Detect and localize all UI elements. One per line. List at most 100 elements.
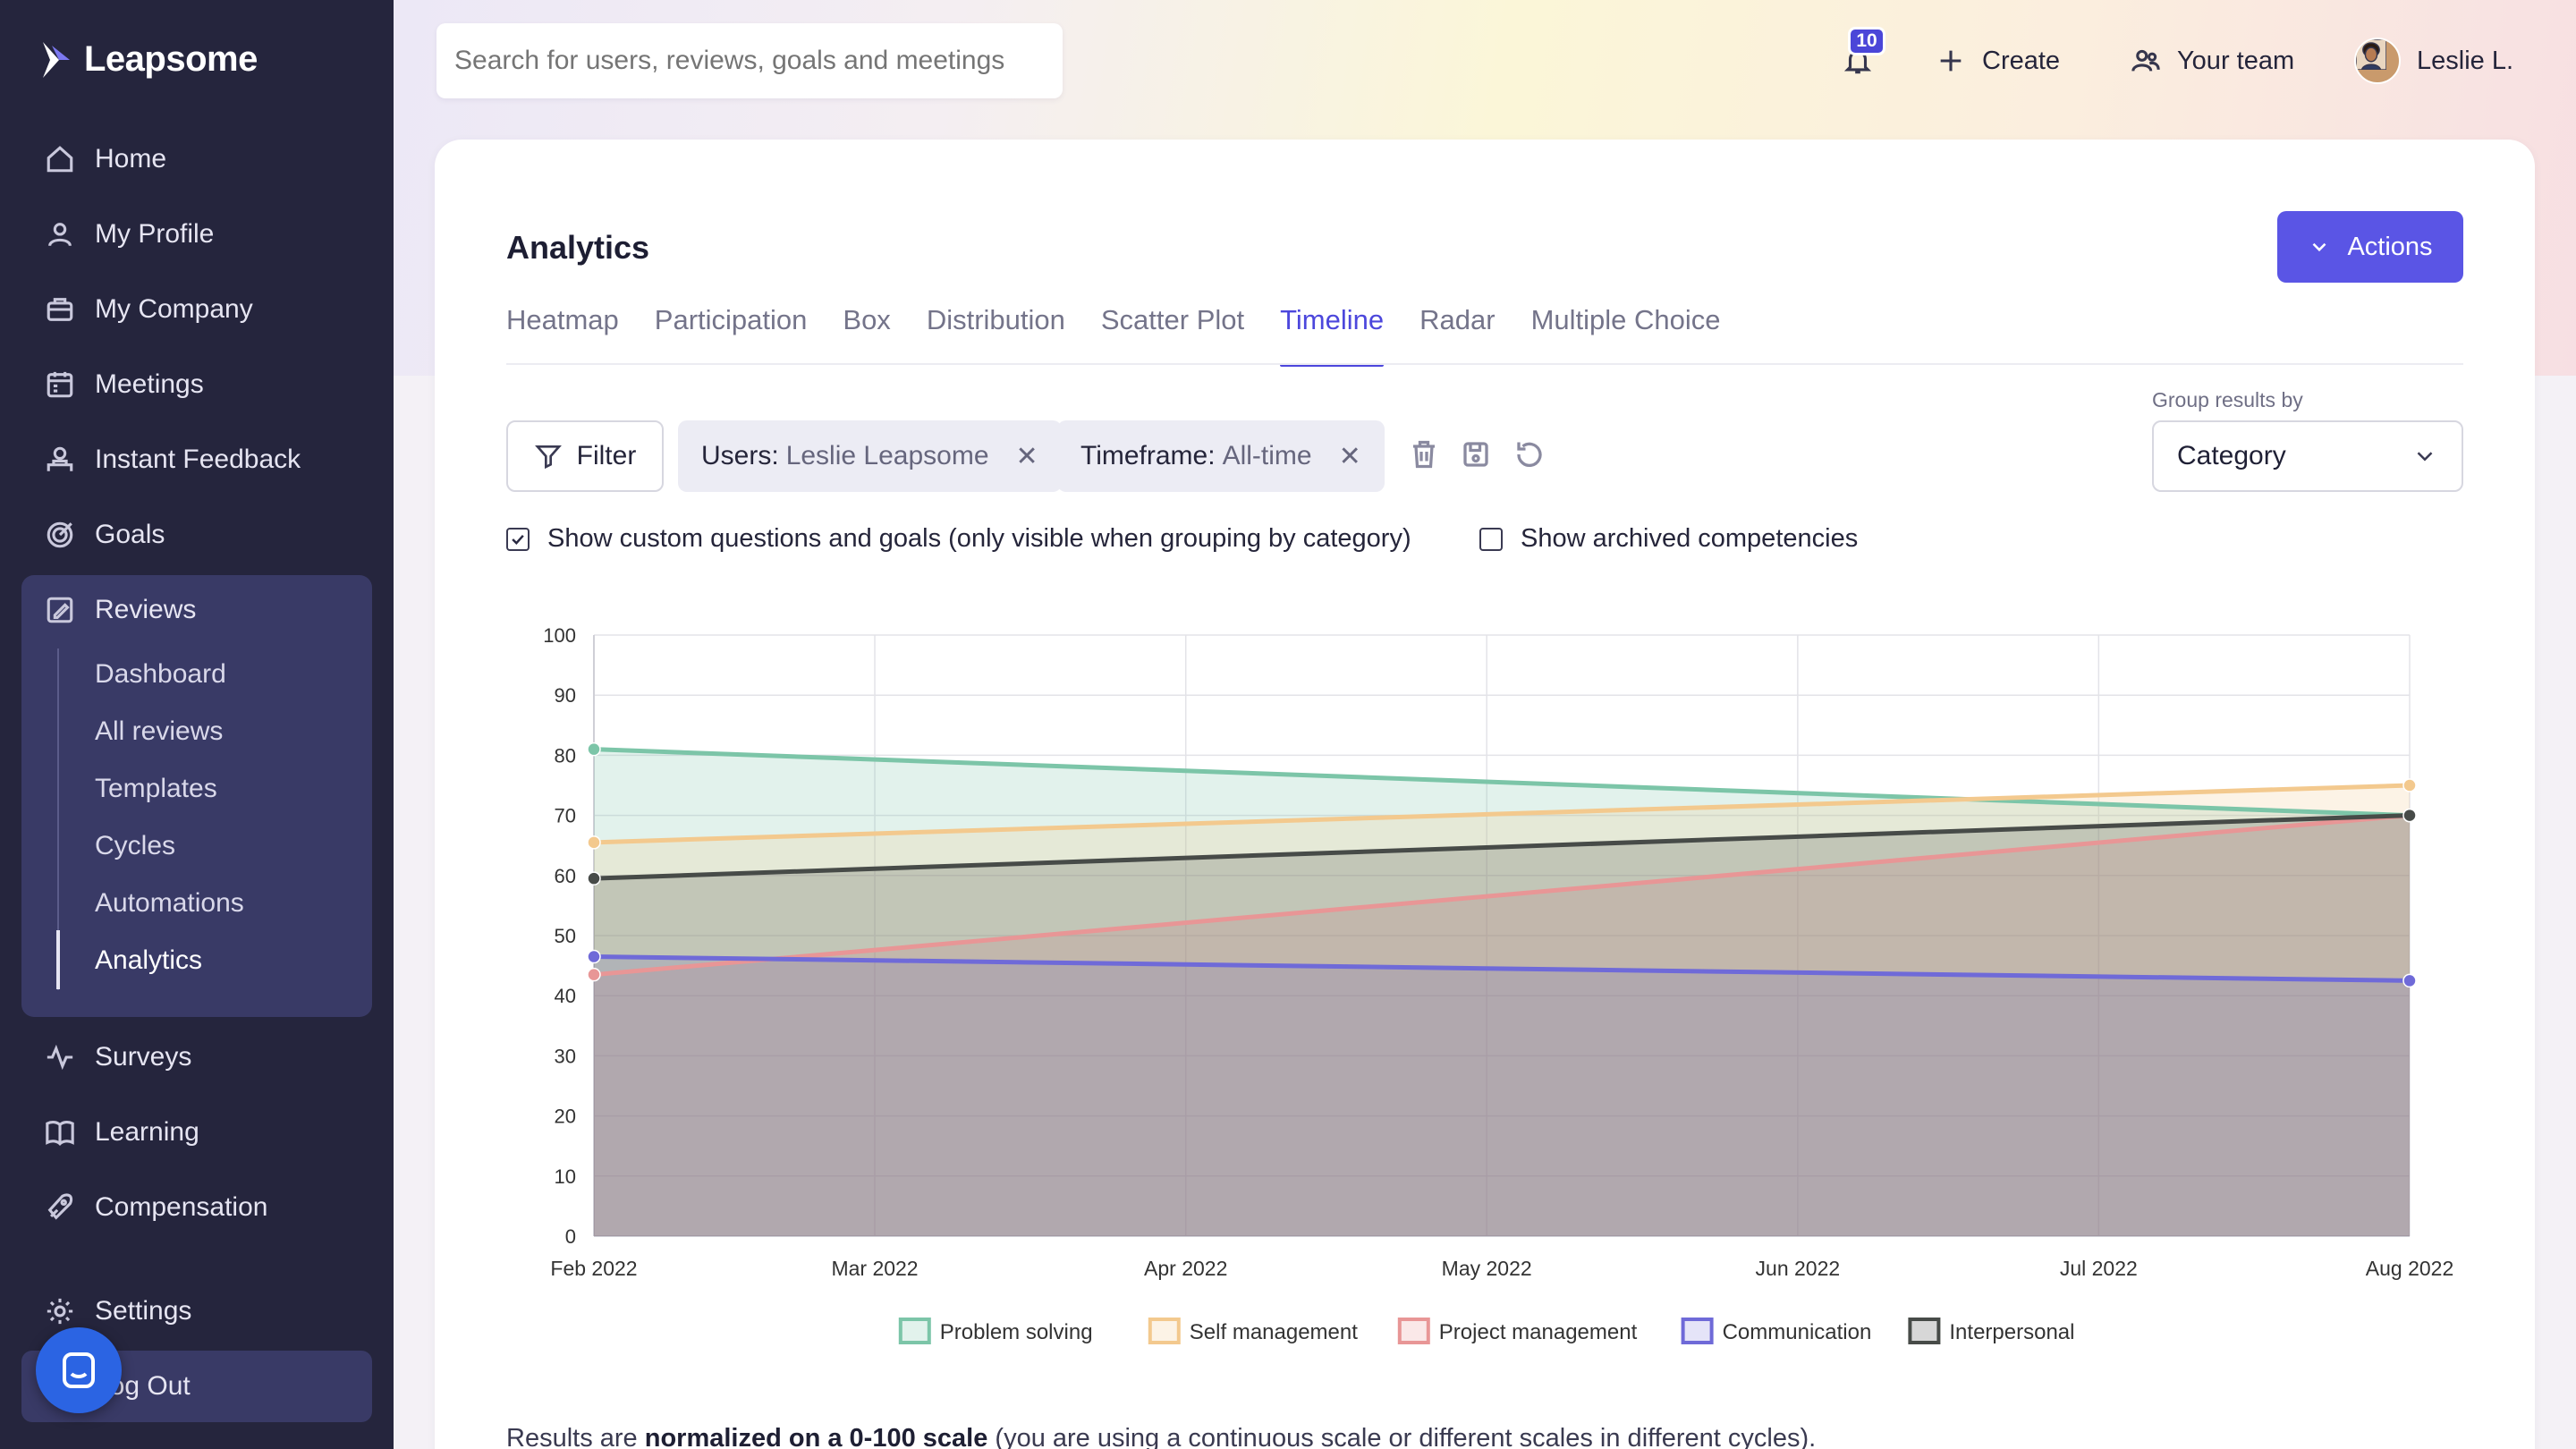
sidebar: Leapsome Home My Profile My Company Meet…	[0, 0, 394, 1449]
chevron-down-icon	[2417, 452, 2433, 462]
x-tick-label: Apr 2022	[1144, 1257, 1227, 1280]
y-tick-label: 40	[555, 985, 576, 1007]
area-project-management	[594, 815, 2410, 1236]
timeline-chart-svg: 0 10 20 30 40 50 60 70 80 90 100 Feb 2022 Mar 2022 Ap…	[543, 624, 2453, 1344]
timeframe-filter-chip[interactable]: Timeframe: All-time ✕	[1057, 420, 1385, 492]
meetings-icon	[47, 371, 73, 398]
save-icon	[1463, 442, 1488, 467]
area-communication	[594, 956, 2410, 1236]
sidebar-item-label: Instant Feedback	[95, 445, 301, 474]
actions-button[interactable]: Actions	[2277, 211, 2463, 283]
y-tick-label: 50	[555, 925, 576, 947]
sidebar-item-instant-feedback[interactable]: Instant Feedback	[45, 433, 301, 487]
surveys-icon	[47, 1044, 73, 1071]
compensation-icon	[47, 1193, 73, 1220]
line-communication	[593, 954, 2411, 983]
sidebar-item-label: Surveys	[95, 1042, 192, 1072]
point-interpersonal	[587, 871, 601, 886]
group-results-select[interactable]: Category	[2152, 420, 2463, 492]
sidebar-subitem-templates[interactable]: Templates	[95, 774, 217, 803]
checkbox[interactable]	[1479, 527, 1503, 551]
page-title: Analytics	[506, 229, 650, 266]
delete-filters-button[interactable]	[1408, 438, 1440, 470]
x-tick-label: May 2022	[1442, 1257, 1532, 1280]
y-tick-label: 60	[555, 865, 576, 887]
user-menu-button[interactable]: Leslie L.	[2354, 36, 2513, 86]
tab-box[interactable]: Box	[843, 304, 891, 335]
notifications-badge: 10	[1848, 27, 1885, 55]
show-custom-questions-checkbox[interactable]: Show custom questions and goals (only vi…	[506, 524, 1411, 554]
tab-heatmap[interactable]: Heatmap	[506, 304, 619, 335]
sidebar-item-surveys[interactable]: Surveys	[45, 1030, 191, 1084]
tab-participation[interactable]: Participation	[654, 304, 808, 335]
sidebar-item-home[interactable]: Home	[45, 132, 166, 186]
sidebar-subitem-cycles[interactable]: Cycles	[95, 831, 176, 860]
y-tick-label: 70	[555, 805, 576, 827]
point-self-management	[587, 835, 601, 850]
submenu-line	[57, 648, 59, 990]
company-icon	[47, 298, 73, 321]
sidebar-subitem-analytics[interactable]: Analytics	[95, 945, 203, 975]
sidebar-item-learning[interactable]: Learning	[45, 1106, 199, 1159]
show-archived-competencies-checkbox[interactable]: Show archived competencies	[1479, 524, 1858, 554]
trash-icon	[1413, 440, 1435, 469]
legend-label-self-management: Self management	[1190, 1320, 1358, 1344]
app-logo[interactable]: Leapsome	[39, 39, 258, 80]
your-team-label: Your team	[2177, 46, 2295, 75]
tab-distribution[interactable]: Distribution	[926, 304, 1065, 335]
line-project-management	[593, 813, 2411, 978]
sidebar-subitem-all-reviews[interactable]: All reviews	[95, 716, 224, 746]
tab-scatter-plot[interactable]: Scatter Plot	[1100, 304, 1245, 335]
y-tick-label: 80	[555, 744, 576, 767]
sidebar-item-reviews[interactable]: Reviews	[45, 583, 196, 637]
chip-value: All-time	[1222, 441, 1312, 470]
sidebar-subitem-dashboard[interactable]: Dashboard	[95, 659, 226, 689]
sidebar-item-settings[interactable]: Settings	[45, 1284, 191, 1338]
sidebar-item-label: My Company	[95, 294, 253, 324]
filter-button[interactable]: Filter	[506, 420, 664, 492]
tab-multiple-choice[interactable]: Multiple Choice	[1530, 304, 1721, 335]
sidebar-item-label: Reviews	[95, 595, 197, 624]
normalization-note: Results are normalized on a 0-100 scale …	[506, 1424, 1816, 1449]
sidebar-item-meetings[interactable]: Meetings	[45, 358, 204, 411]
point-problem-solving	[587, 741, 601, 757]
x-tick-label: Jul 2022	[2060, 1257, 2138, 1280]
save-filters-button[interactable]	[1460, 438, 1492, 470]
users-filter-chip[interactable]: Users: Leslie Leapsome ✕	[678, 420, 1062, 492]
close-icon[interactable]: ✕	[1015, 441, 1038, 471]
sidebar-item-goals[interactable]: Goals	[45, 508, 165, 562]
sidebar-subitem-automations[interactable]: Automations	[95, 888, 244, 918]
sidebar-item-my-company[interactable]: My Company	[45, 283, 253, 336]
legend-swatch-self-management	[1148, 1318, 1181, 1344]
chip-value: Leslie Leapsome	[785, 441, 989, 470]
chat-launcher-button[interactable]	[36, 1327, 122, 1413]
y-tick-label: 90	[555, 684, 576, 707]
tab-timeline[interactable]: Timeline	[1280, 304, 1385, 367]
leapsome-logo-icon	[43, 41, 70, 78]
checkbox[interactable]	[506, 527, 530, 551]
create-button[interactable]: Create	[1936, 36, 2060, 86]
close-icon[interactable]: ✕	[1338, 441, 1361, 471]
chip-key: Timeframe:	[1080, 441, 1216, 470]
your-team-button[interactable]: Your team	[2131, 36, 2294, 86]
y-tick-label: 20	[555, 1106, 576, 1128]
check-icon	[512, 534, 524, 545]
tab-radar[interactable]: Radar	[1419, 304, 1496, 335]
checkbox-label: Show custom questions and goals (only vi…	[547, 524, 1411, 553]
x-tick-label: Mar 2022	[831, 1257, 918, 1280]
sidebar-item-my-profile[interactable]: My Profile	[45, 208, 214, 261]
learning-icon	[46, 1120, 74, 1146]
note-suffix: (you are using a continuous scale or dif…	[987, 1424, 1817, 1449]
point-self-management	[2402, 778, 2417, 792]
filter-label: Filter	[576, 441, 637, 470]
reset-icon	[1517, 442, 1542, 468]
submenu-active-indicator	[56, 930, 60, 989]
avatar	[2354, 38, 2401, 84]
reset-filters-button[interactable]	[1513, 438, 1546, 470]
feedback-icon	[47, 446, 73, 471]
sidebar-item-compensation[interactable]: Compensation	[45, 1181, 267, 1234]
search-input[interactable]	[436, 23, 1063, 98]
timeline-chart: 0 10 20 30 40 50 60 70 80 90 100 Feb 2022 Mar 2022 Ap…	[506, 608, 2492, 1395]
sidebar-item-label: Meetings	[95, 369, 204, 399]
legend-label-problem-solving: Problem solving	[940, 1320, 1093, 1344]
